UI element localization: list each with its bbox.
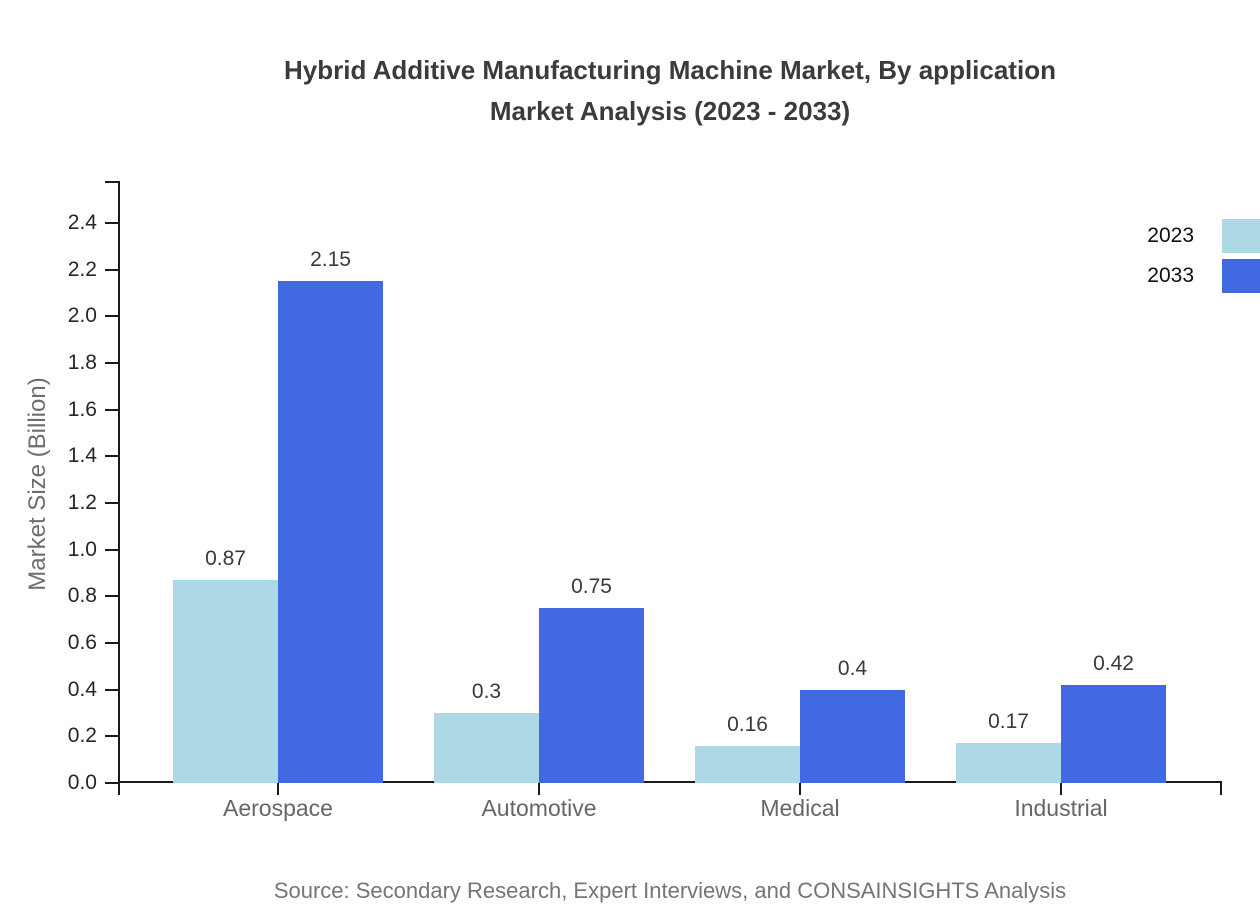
- y-tick-label: 0.8: [67, 584, 97, 607]
- x-category-label: Industrial: [1014, 795, 1108, 821]
- source-note: Source: Secondary Research, Expert Inter…: [273, 878, 1067, 903]
- bar-2033-industrial: [1061, 685, 1166, 783]
- bar-value-label: 0.4: [837, 657, 868, 680]
- y-tick: [105, 314, 118, 317]
- x-tick: [799, 783, 801, 795]
- x-axis-line: [118, 781, 1222, 783]
- y-tick: [105, 781, 118, 784]
- legend-label: 2033: [1147, 264, 1194, 287]
- bar-value-label: 0.75: [571, 575, 612, 598]
- y-axis-spine: [118, 181, 120, 795]
- legend-item-2033: 2033: [1147, 259, 1260, 293]
- y-tick-label: 0.4: [67, 678, 97, 701]
- bar-value-label: 0.87: [205, 547, 246, 570]
- bar-2023-automotive: [434, 713, 539, 783]
- y-tick-label: 1.4: [67, 444, 97, 467]
- y-tick: [105, 594, 118, 597]
- legend-item-2023: 2023: [1147, 219, 1260, 253]
- y-tick: [105, 641, 118, 644]
- x-axis-right-cap: [1220, 781, 1222, 795]
- y-tick: [105, 221, 118, 224]
- legend-swatch-icon: [1222, 259, 1260, 293]
- y-tick: [105, 734, 118, 737]
- bar-2023-medical: [695, 746, 800, 783]
- y-tick: [105, 454, 118, 457]
- y-tick-label: 1.8: [67, 351, 97, 374]
- y-tick-label: 0.2: [67, 724, 97, 747]
- y-tick-label: 0.6: [67, 631, 97, 654]
- bar-2033-automotive: [539, 608, 644, 783]
- x-category-label: Automotive: [481, 795, 597, 821]
- chart-title: Hybrid Additive Manufacturing Machine Ma…: [80, 50, 1260, 132]
- bar-2023-aerospace: [173, 580, 278, 783]
- y-tick-label: 1.6: [67, 398, 97, 421]
- bar-2033-aerospace: [278, 281, 383, 783]
- x-category-label: Medical: [760, 795, 840, 821]
- y-tick-label: 2.4: [67, 211, 97, 234]
- bar-value-label: 2.15: [310, 248, 351, 271]
- legend-swatch-icon: [1222, 219, 1260, 253]
- chart-title-line2: Market Analysis (2023 - 2033): [489, 96, 851, 126]
- bar-2023-industrial: [956, 743, 1061, 783]
- y-tick: [105, 501, 118, 504]
- legend-label: 2023: [1147, 224, 1194, 247]
- y-tick-label: 2.0: [67, 304, 97, 327]
- y-axis-top-cap: [105, 181, 118, 183]
- x-category-label: Aerospace: [223, 795, 333, 821]
- chart-title-line1: Hybrid Additive Manufacturing Machine Ma…: [284, 55, 1056, 85]
- y-axis-title: Market Size (Billion): [24, 377, 51, 591]
- y-tick: [105, 688, 118, 691]
- bar-value-label: 0.3: [471, 680, 502, 703]
- bar-value-label: 0.16: [727, 713, 768, 736]
- y-tick-label: 2.2: [67, 258, 97, 281]
- y-tick: [105, 268, 118, 271]
- y-tick-label: 0.0: [67, 771, 97, 794]
- bar-value-label: 0.17: [988, 710, 1029, 733]
- x-tick: [1060, 783, 1062, 795]
- bar-2033-medical: [800, 690, 905, 783]
- x-tick: [277, 783, 279, 795]
- y-tick-label: 1.2: [67, 491, 97, 514]
- y-tick-label: 1.0: [67, 538, 97, 561]
- x-tick: [538, 783, 540, 795]
- bar-value-label: 0.42: [1093, 652, 1134, 675]
- y-tick: [105, 361, 118, 364]
- y-tick: [105, 408, 118, 411]
- y-tick: [105, 548, 118, 551]
